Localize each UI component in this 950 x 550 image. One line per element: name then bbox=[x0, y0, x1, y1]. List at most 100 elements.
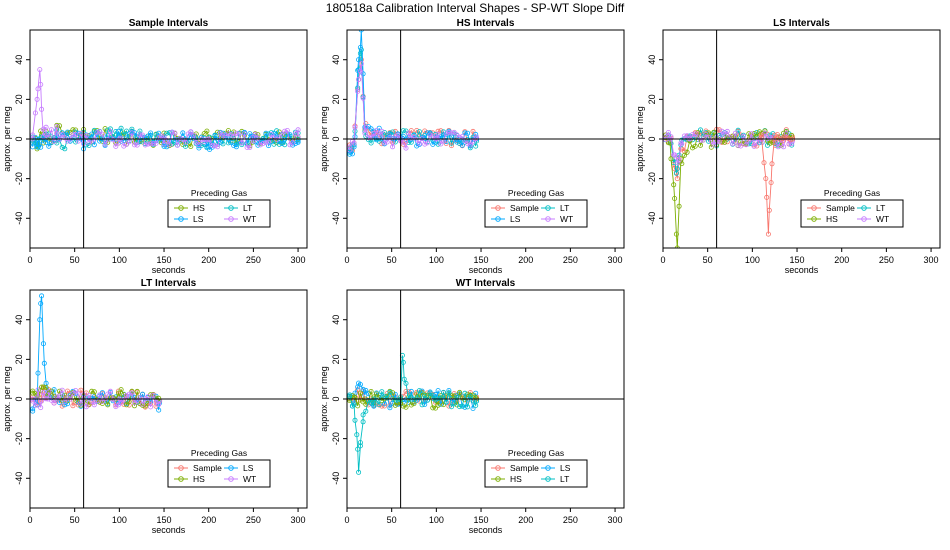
data-point bbox=[142, 142, 148, 148]
data-point bbox=[38, 82, 44, 88]
data-point bbox=[255, 135, 261, 141]
data-point bbox=[673, 170, 679, 176]
data-point bbox=[673, 231, 679, 237]
plot-frame bbox=[662, 29, 941, 249]
data-point bbox=[233, 144, 239, 150]
data-point bbox=[352, 395, 358, 401]
y-tick-label: 0 bbox=[331, 396, 341, 401]
data-point bbox=[379, 128, 385, 134]
data-point bbox=[446, 390, 452, 396]
data-point bbox=[424, 140, 430, 146]
data-point bbox=[292, 131, 298, 137]
legend-box bbox=[800, 199, 904, 228]
data-point bbox=[124, 393, 130, 399]
data-point bbox=[180, 130, 186, 136]
y-tick-label: -20 bbox=[331, 172, 341, 185]
data-point bbox=[473, 402, 479, 408]
data-point bbox=[78, 130, 84, 136]
data-point bbox=[698, 137, 704, 143]
data-point bbox=[75, 130, 81, 136]
data-point bbox=[220, 133, 226, 139]
data-point bbox=[65, 395, 71, 401]
data-point bbox=[70, 391, 76, 397]
x-tick-label: 250 bbox=[246, 255, 261, 265]
data-point bbox=[360, 419, 366, 425]
data-point bbox=[432, 391, 438, 397]
data-point bbox=[765, 231, 771, 237]
data-point bbox=[158, 133, 164, 139]
y-axis-label: approx. per meg bbox=[635, 106, 645, 172]
data-point bbox=[99, 131, 105, 137]
data-point bbox=[241, 131, 247, 137]
data-point bbox=[376, 133, 382, 139]
y-tick-label: -20 bbox=[647, 172, 657, 185]
legend-key-point bbox=[178, 476, 184, 482]
data-point bbox=[83, 404, 89, 410]
data-point bbox=[215, 137, 221, 143]
legend-box bbox=[484, 459, 588, 488]
data-point bbox=[39, 293, 45, 299]
y-tick-label: 20 bbox=[14, 354, 24, 364]
data-point bbox=[97, 392, 103, 398]
data-point bbox=[758, 134, 764, 140]
chart-panel-3: LS Intervals 0 50 100 150 200 250 300 -40 -20 0 20 4… bbox=[635, 18, 941, 275]
data-point bbox=[679, 141, 685, 147]
data-point bbox=[722, 132, 728, 138]
data-point bbox=[668, 156, 674, 162]
data-point bbox=[124, 402, 130, 408]
x-tick-label: 0 bbox=[27, 255, 32, 265]
data-point bbox=[290, 139, 296, 145]
y-tick-label: -40 bbox=[14, 212, 24, 225]
data-point bbox=[403, 380, 409, 386]
data-point bbox=[39, 106, 45, 112]
data-point bbox=[354, 432, 360, 438]
legend-key-point bbox=[178, 205, 184, 211]
x-tick-label: 100 bbox=[745, 255, 760, 265]
data-point bbox=[443, 399, 449, 405]
data-point bbox=[360, 95, 366, 101]
data-point bbox=[357, 381, 363, 387]
data-point bbox=[432, 397, 438, 403]
legend-key-point bbox=[495, 205, 501, 211]
data-point bbox=[38, 405, 44, 411]
data-point bbox=[422, 393, 428, 399]
data-point bbox=[196, 145, 202, 151]
data-point bbox=[738, 143, 744, 149]
data-point bbox=[679, 137, 685, 143]
data-point bbox=[35, 387, 41, 393]
legend-key-point bbox=[495, 476, 501, 482]
data-point bbox=[775, 144, 781, 150]
data-point bbox=[62, 402, 68, 408]
data-point bbox=[754, 139, 760, 145]
data-point bbox=[352, 124, 358, 130]
data-point bbox=[443, 131, 449, 137]
data-point bbox=[282, 128, 288, 134]
data-point bbox=[462, 390, 468, 396]
data-point bbox=[140, 401, 146, 407]
data-point bbox=[373, 127, 379, 133]
data-point bbox=[83, 142, 89, 148]
chart-panel-5: WT Intervals 0 50 100 150 200 250 300 -40 -20 0 20 4… bbox=[319, 278, 625, 535]
data-point bbox=[681, 152, 687, 158]
data-point bbox=[470, 128, 476, 134]
data-point bbox=[716, 139, 722, 145]
data-point bbox=[38, 387, 44, 393]
x-tick-label: 100 bbox=[429, 515, 444, 525]
data-point bbox=[408, 135, 414, 141]
data-point bbox=[276, 141, 282, 147]
data-point bbox=[373, 391, 379, 397]
data-point bbox=[73, 139, 79, 145]
data-point bbox=[51, 400, 57, 406]
data-point bbox=[347, 144, 353, 150]
data-point bbox=[78, 387, 84, 393]
data-point bbox=[451, 401, 457, 407]
data-point bbox=[48, 388, 54, 394]
x-tick-label: 100 bbox=[429, 255, 444, 265]
legend-key-point bbox=[495, 216, 501, 222]
y-tick-label: 20 bbox=[14, 94, 24, 104]
x-tick-label: 50 bbox=[387, 515, 397, 525]
data-point bbox=[188, 143, 194, 149]
data-point bbox=[440, 402, 446, 408]
legend-entry: Sample bbox=[193, 463, 222, 473]
data-point bbox=[711, 142, 717, 148]
